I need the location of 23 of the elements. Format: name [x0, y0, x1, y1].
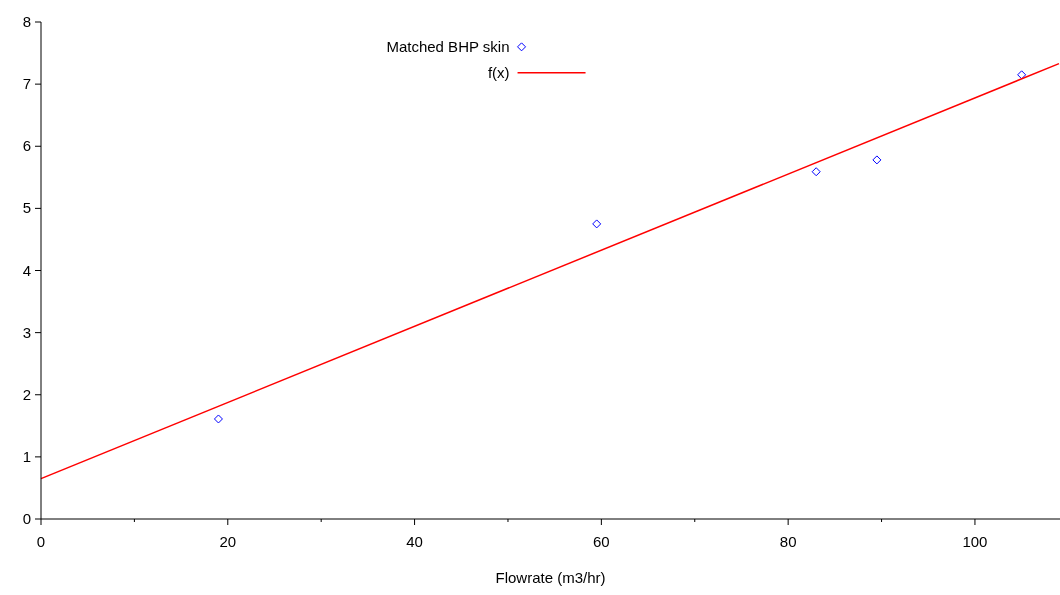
y-tick-label: 3	[22, 323, 31, 341]
legend-label: Matched BHP skin	[386, 37, 510, 55]
x-tick-label: 60	[593, 533, 610, 550]
y-tick-label: 0	[22, 510, 31, 527]
x-tick-label: 20	[219, 533, 237, 550]
point	[811, 167, 821, 177]
point	[1017, 70, 1027, 80]
y-tick-label: 7	[22, 75, 31, 93]
y-tick-label: 1	[22, 447, 31, 465]
y-tick-label: 4	[22, 261, 31, 279]
y-tick-label: 6	[22, 137, 31, 155]
point	[213, 414, 223, 424]
x-tick-label: 100	[962, 533, 988, 550]
x-axis-title: Flowrate (m3/hr)	[495, 569, 606, 586]
x-tick-label: 0	[36, 533, 46, 550]
y-tick-label: 5	[22, 199, 31, 217]
y-tick-label: 2	[22, 385, 31, 403]
y-tick-label: 8	[22, 13, 31, 30]
x-tick-label: 80	[779, 533, 797, 550]
point	[872, 155, 882, 165]
legend-label: f(x)	[487, 63, 510, 81]
point	[592, 219, 602, 229]
x-tick-label: 40	[406, 533, 423, 550]
